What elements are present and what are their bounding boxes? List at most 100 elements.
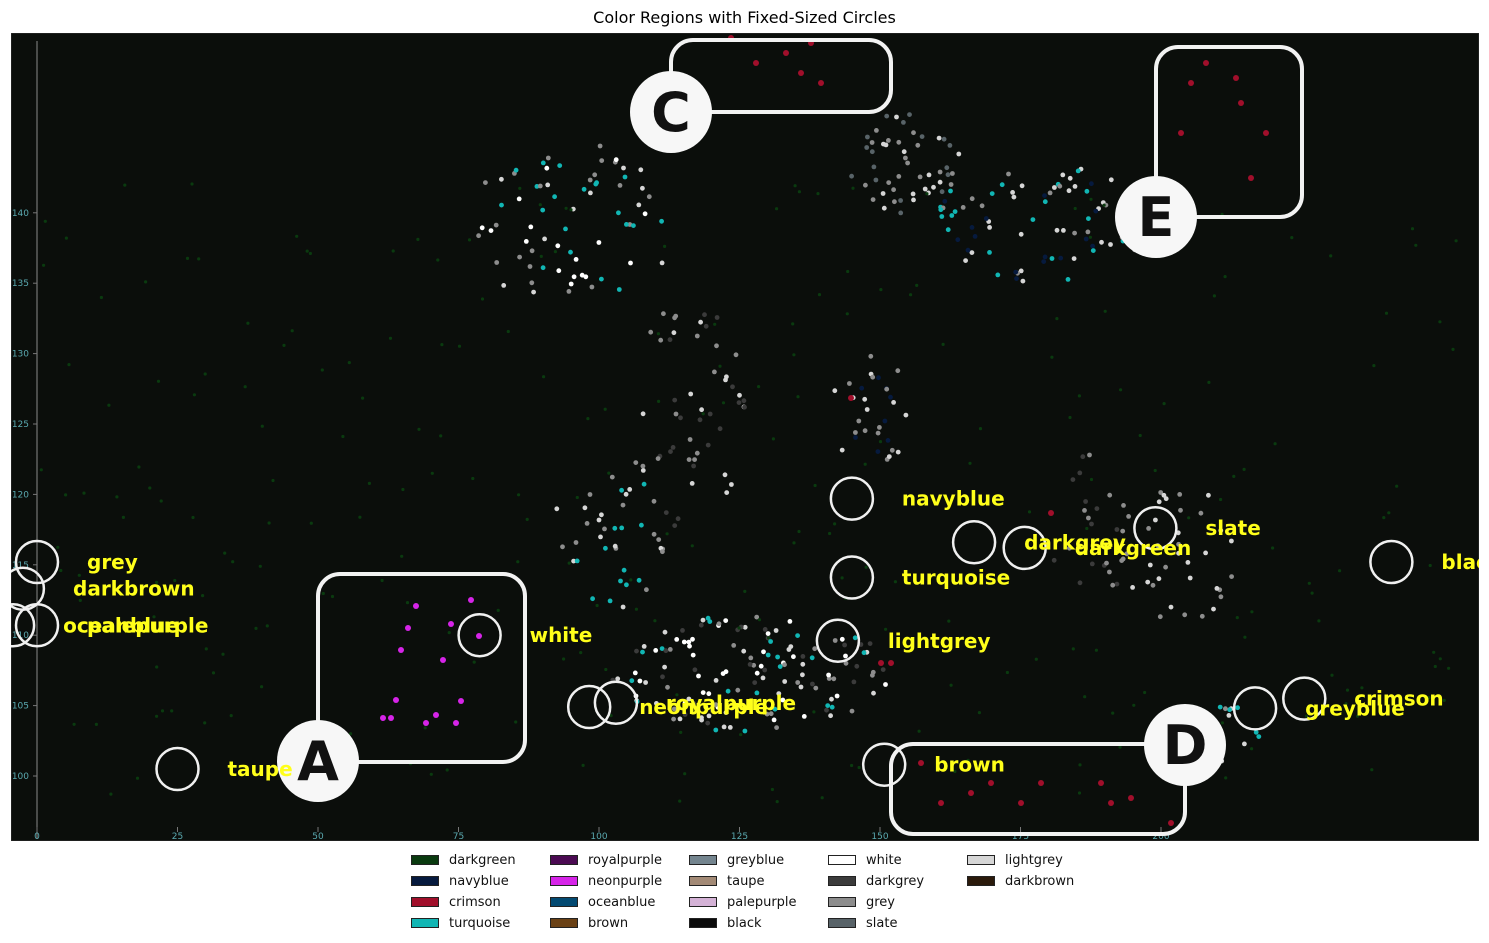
x-tick-label: 0 [34, 832, 40, 841]
legend-item: crimson [411, 892, 501, 912]
scatter-point [192, 393, 196, 397]
legend-item: darkgrey [828, 871, 924, 891]
scatter-point [952, 209, 958, 215]
scatter-point [1072, 230, 1077, 236]
legend-item: turquoise [411, 913, 510, 933]
scatter-point [798, 70, 804, 76]
x-tick-label: 50 [312, 832, 324, 841]
scatter-point [43, 219, 47, 223]
legend-item: royalpurple [550, 850, 662, 870]
scatter-point [723, 669, 729, 675]
scatter-point [282, 343, 286, 347]
scatter-point [588, 190, 593, 196]
scatter-point [983, 216, 989, 221]
scatter-point [705, 615, 711, 621]
legend-item: palepurple [689, 892, 797, 912]
scatter-point [690, 652, 696, 658]
scatter-point [613, 157, 619, 163]
scatter-point [752, 680, 758, 685]
scatter-point [1128, 795, 1134, 801]
scatter-point [596, 517, 602, 523]
scatter-point [1182, 612, 1188, 618]
scatter-point [1372, 364, 1376, 368]
scatter-point [658, 337, 664, 343]
scatter-point [852, 635, 858, 641]
scatter-point [1104, 560, 1109, 566]
scatter-point [771, 437, 776, 441]
scatter-point [812, 646, 818, 652]
legend-swatch [689, 876, 717, 886]
scatter-point [1178, 507, 1183, 513]
scatter-point [1223, 706, 1228, 712]
scatter-point [936, 135, 942, 141]
scatter-point [1084, 188, 1090, 194]
x-tick-label: 100 [590, 832, 607, 841]
scatter-point [349, 732, 353, 736]
legend-item: white [828, 850, 902, 870]
scatter-point [480, 297, 485, 301]
scatter-point [667, 337, 673, 343]
scatter-point [1235, 616, 1239, 620]
scatter-point [290, 329, 294, 333]
scatter-point [736, 400, 742, 405]
scatter-point [479, 225, 485, 231]
scatter-point [675, 693, 679, 697]
scatter-point [1085, 526, 1089, 531]
marker-circle [861, 742, 907, 787]
scatter-point [598, 534, 603, 540]
scatter-point [1042, 199, 1048, 205]
scatter-point [1103, 309, 1107, 313]
scatter-point [615, 676, 621, 682]
scatter-point [82, 491, 86, 495]
scatter-point [1248, 175, 1254, 181]
scatter-point [423, 726, 427, 730]
scatter-point [727, 725, 733, 730]
scatter-point [531, 289, 536, 295]
scatter-point [1447, 666, 1451, 670]
scatter-point [1052, 185, 1057, 190]
scatter-point [700, 617, 706, 623]
scatter-point [64, 236, 68, 240]
scatter-point [190, 182, 194, 186]
scatter-point [1042, 193, 1047, 199]
legend-swatch [828, 897, 856, 907]
scatter-point [1145, 579, 1151, 585]
marker-circle [1002, 525, 1047, 571]
legend-label: crimson [449, 894, 501, 910]
scatter-point [472, 660, 476, 664]
scatter-point [865, 134, 870, 140]
scatter-point [939, 214, 945, 219]
scatter-point [305, 249, 309, 253]
legend-swatch [550, 897, 578, 907]
scatter-point [1085, 229, 1091, 235]
scatter-point [646, 194, 652, 200]
scatter-point [1118, 745, 1122, 749]
scatter-point [201, 594, 205, 598]
scatter-point [493, 222, 499, 228]
scatter-point [801, 714, 807, 719]
marker-circle [951, 520, 997, 565]
scatter-point [458, 698, 464, 704]
scatter-point [987, 250, 992, 255]
scatter-point [843, 660, 849, 666]
scatter-point [1304, 714, 1309, 718]
scatter-point [679, 730, 683, 735]
scatter-point [911, 130, 916, 136]
scatter-point [893, 580, 898, 584]
scatter-point [361, 396, 365, 400]
scatter-point [1163, 496, 1169, 502]
scatter-point [1370, 768, 1374, 772]
marker-circle [155, 746, 200, 792]
scatter-point [1019, 183, 1025, 189]
region-label: D [1163, 714, 1208, 777]
scatter-point [705, 442, 711, 448]
scatter-point [586, 417, 590, 421]
scatter-point [978, 427, 983, 431]
scatter-point [223, 551, 227, 555]
scatter-point [1414, 243, 1418, 247]
scatter-point [966, 758, 970, 763]
scatter-point [1176, 550, 1181, 556]
scatter-point [612, 543, 618, 549]
scatter-point [529, 248, 535, 254]
scatter-point [780, 697, 786, 703]
